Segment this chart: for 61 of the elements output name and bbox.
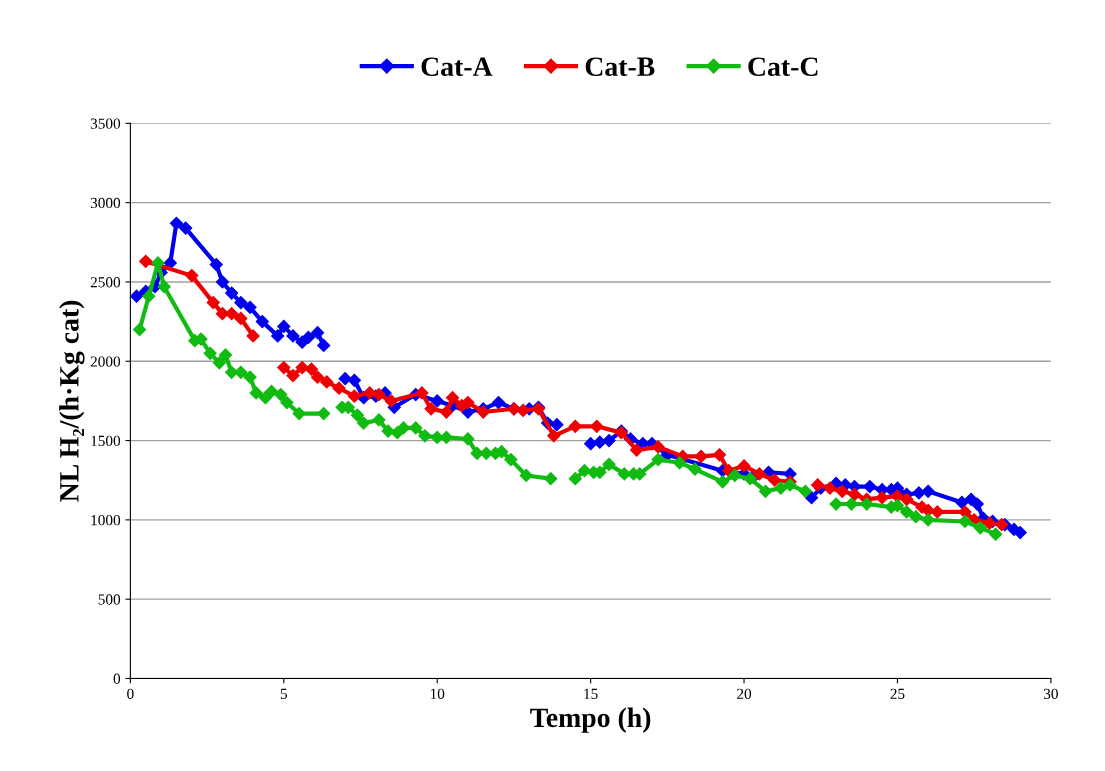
point [900,492,914,506]
point [286,368,300,383]
point [568,419,582,433]
y-tick-label: 500 [98,594,121,605]
point [516,403,530,418]
point [890,489,905,503]
y-tick-label: 1000 [91,515,121,526]
point [320,375,334,389]
point [384,394,398,408]
y-tick-label: 2500 [90,277,121,288]
point [363,386,377,400]
point [304,362,319,376]
point [310,370,325,384]
point [461,395,475,410]
point [930,505,944,519]
x-tick-label: 0 [127,688,134,699]
legend-label: Cat-B [585,57,655,77]
point [185,269,199,283]
point [630,443,644,457]
point [712,448,727,462]
point [372,387,386,402]
point [445,391,460,405]
point [590,419,604,433]
point [139,254,153,268]
x-tick-label: 30 [1043,688,1058,699]
point [768,473,782,487]
x-tick-label: 10 [430,688,445,699]
point [651,440,665,454]
point [424,402,438,416]
point [752,467,766,481]
x-tick-label: 25 [890,688,905,699]
point [206,295,220,310]
y-tick-label: 2000 [90,356,121,367]
point [811,478,825,492]
point [246,329,260,343]
point [737,459,751,473]
point [347,389,361,403]
legend-label: Cat-A [421,57,493,77]
point [234,311,248,326]
point [225,307,239,321]
point [415,386,429,400]
point [277,361,291,375]
point [547,429,561,443]
y-tick-label: 3000 [90,197,121,209]
x-tick-label: 5 [280,688,288,699]
y-tick-label: 0 [113,673,121,684]
point [875,491,889,505]
point [439,405,454,419]
x-axis-title: Tempo (h) [530,707,651,733]
point [823,481,837,495]
point [835,484,849,498]
point [694,449,708,464]
y-axis-title: NL H₂/(h·Kg cat) [59,300,85,502]
point [332,381,346,395]
point [295,361,309,375]
legend-label: Cat-C [748,57,818,77]
x-tick-label: 20 [737,688,752,699]
y-tick-label: 1500 [91,435,121,447]
y-tick-label: 3500 [90,118,121,129]
point [476,405,490,419]
x-tick-label: 15 [584,688,598,699]
